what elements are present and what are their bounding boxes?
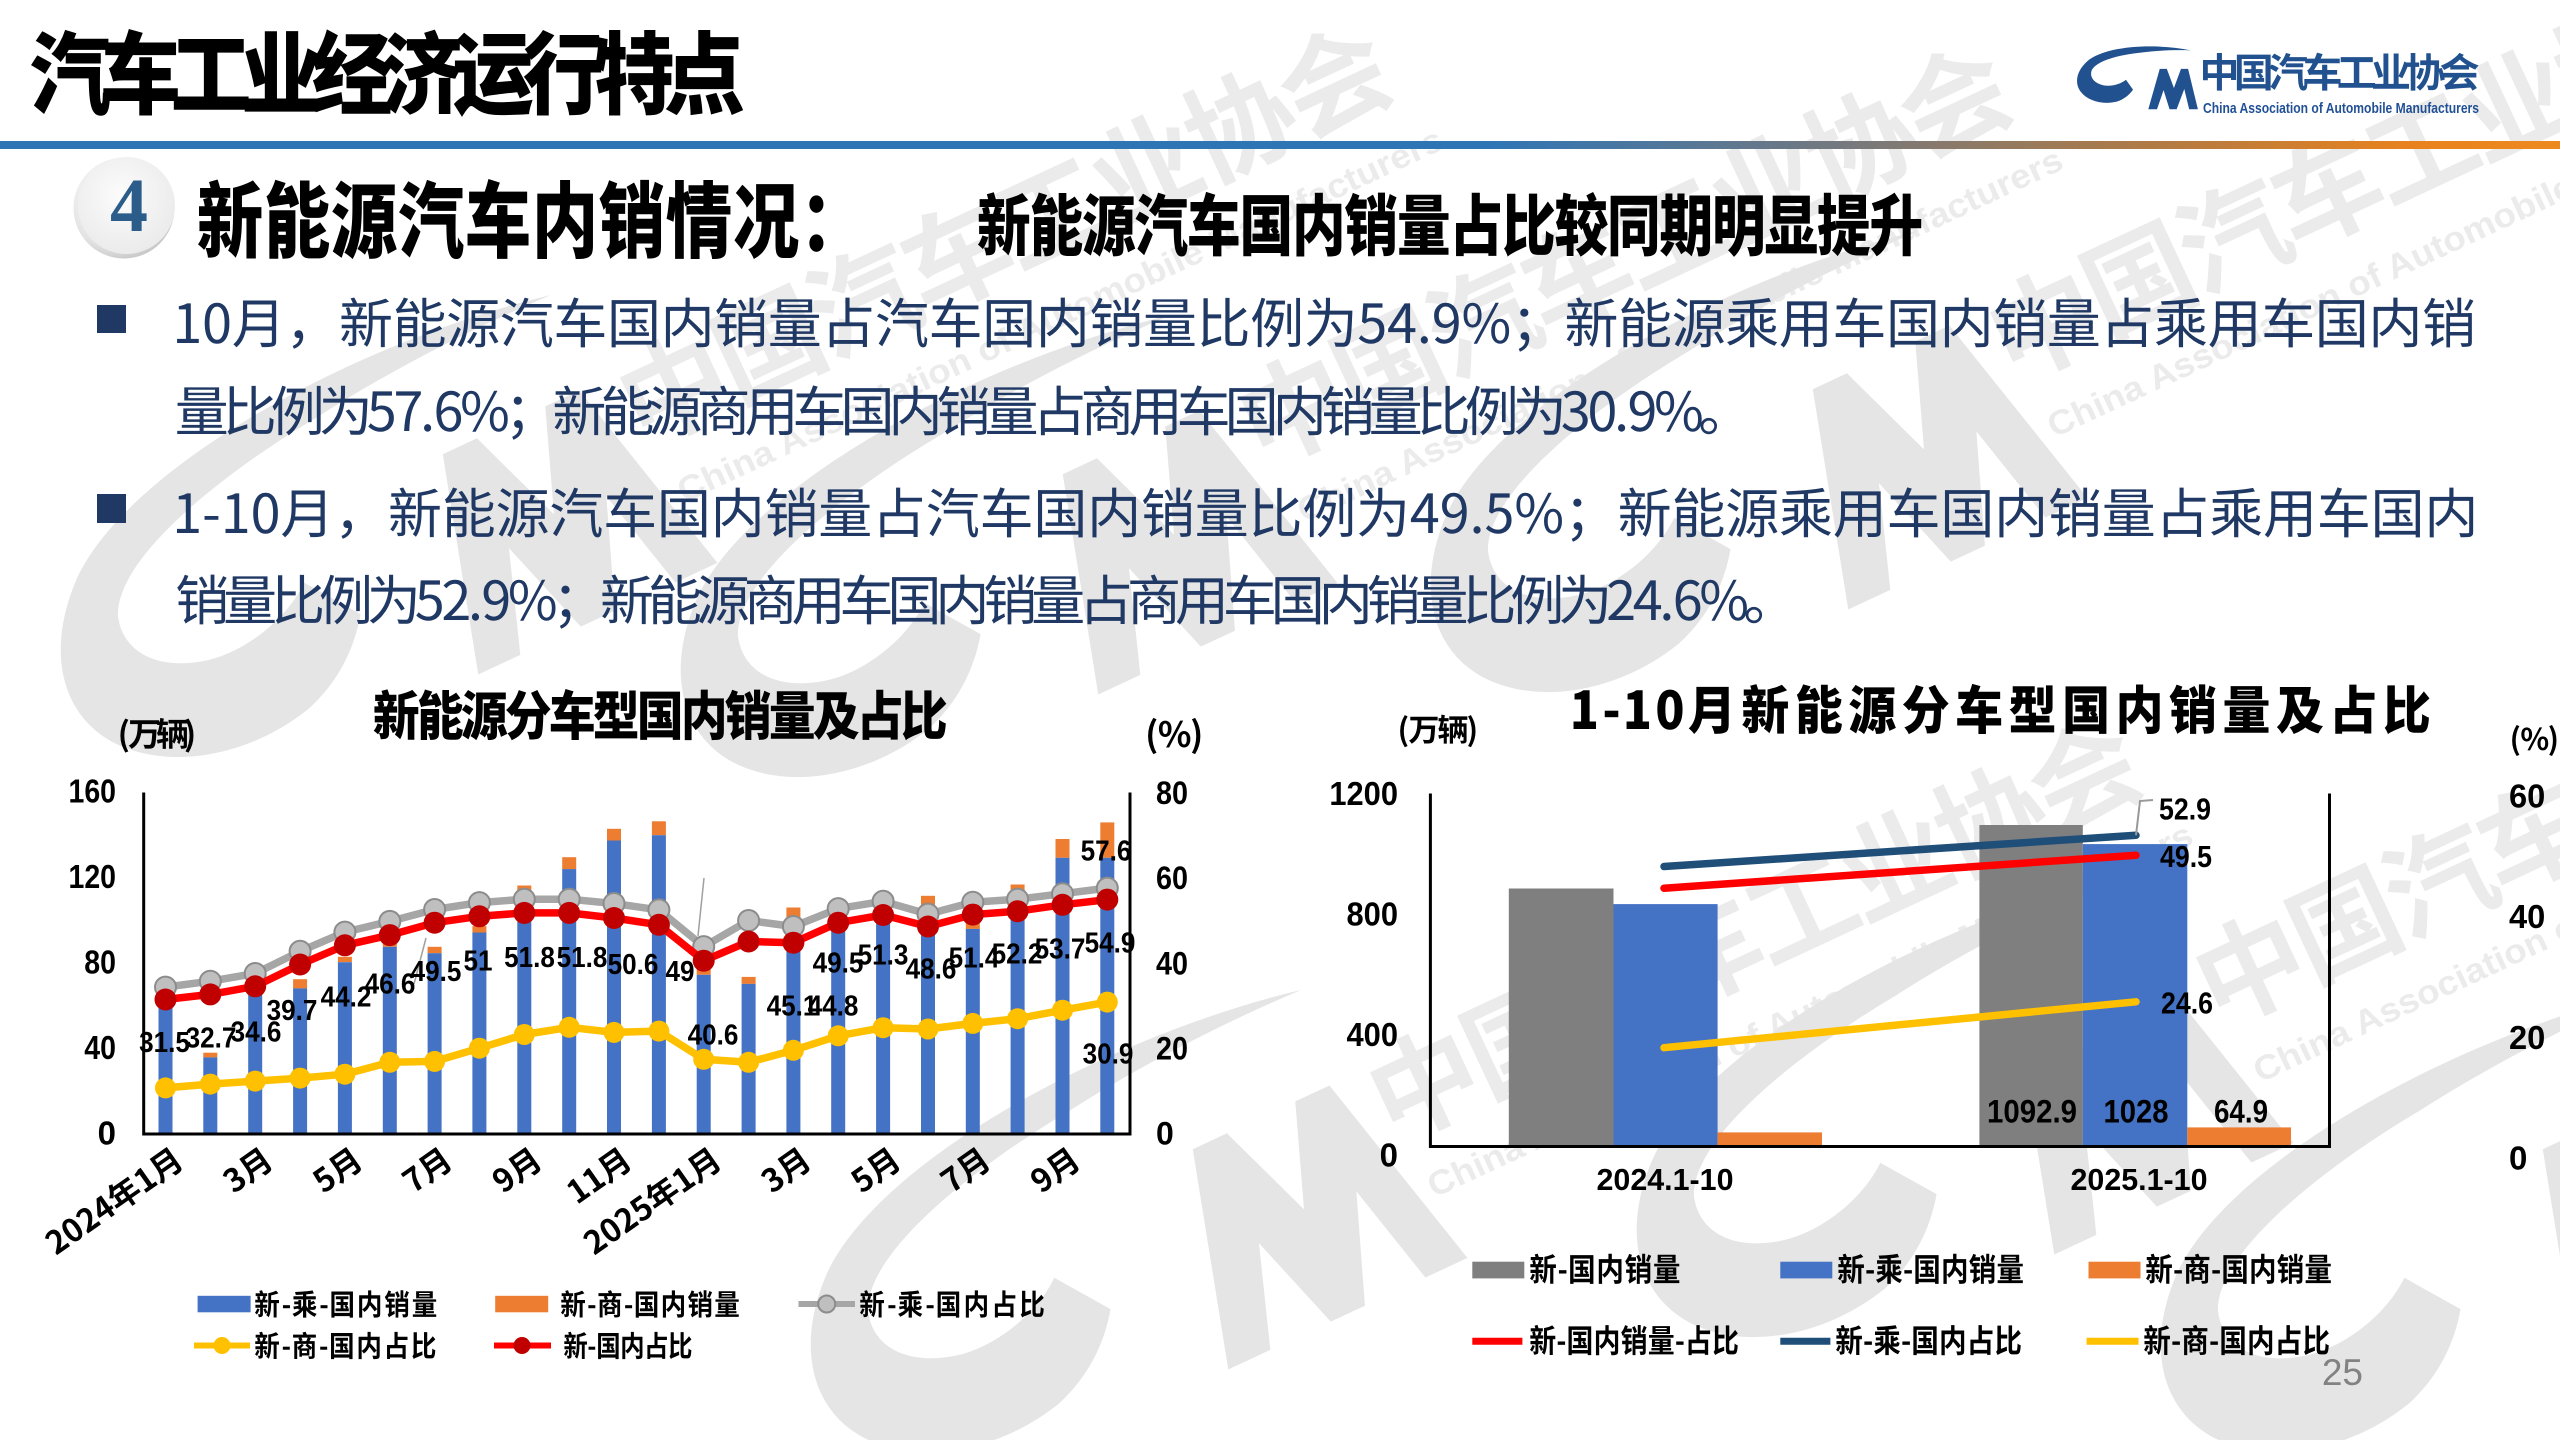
svg-text:53.7: 53.7	[1035, 934, 1086, 966]
svg-text:44.8: 44.8	[808, 991, 859, 1023]
svg-text:54.9: 54.9	[1085, 928, 1136, 960]
svg-text:20: 20	[2509, 1019, 2545, 1056]
svg-text:46.6: 46.6	[365, 969, 416, 1001]
svg-text:64.9: 64.9	[2214, 1094, 2268, 1130]
svg-text:4: 4	[110, 164, 148, 248]
svg-text:120: 120	[69, 858, 117, 895]
svg-text:0: 0	[1380, 1137, 1398, 1174]
svg-text:44.2: 44.2	[321, 982, 372, 1014]
svg-text:80: 80	[84, 944, 116, 981]
svg-text:52.2: 52.2	[992, 939, 1043, 971]
svg-text:0: 0	[1156, 1116, 1174, 1152]
svg-text:1092.9: 1092.9	[1987, 1094, 2077, 1130]
svg-text:80: 80	[1156, 775, 1188, 811]
svg-text:45.1: 45.1	[767, 991, 818, 1023]
svg-text:60: 60	[1156, 860, 1188, 896]
svg-text:0: 0	[2509, 1140, 2527, 1177]
svg-text:51.3: 51.3	[858, 940, 909, 972]
svg-text:51.8: 51.8	[504, 942, 555, 974]
svg-text:49.5: 49.5	[2160, 839, 2212, 874]
svg-text:31.5: 31.5	[139, 1027, 190, 1059]
svg-text:40: 40	[1156, 945, 1188, 981]
svg-text:57.6: 57.6	[1081, 836, 1132, 868]
svg-text:51.8: 51.8	[557, 942, 608, 974]
svg-text:49.5: 49.5	[411, 956, 462, 988]
svg-text:60: 60	[2509, 778, 2545, 815]
svg-text:25: 25	[2322, 1352, 2363, 1393]
svg-text:1200: 1200	[1329, 775, 1398, 812]
svg-text:2025.1-10: 2025.1-10	[2071, 1162, 2208, 1197]
svg-text:51.4: 51.4	[949, 943, 1000, 975]
svg-text:30.9: 30.9	[1083, 1039, 1134, 1071]
svg-text:40.6: 40.6	[688, 1020, 739, 1052]
svg-text:0: 0	[98, 1115, 116, 1152]
svg-text:China Association of Automobil: China Association of Automobile Manufact…	[2203, 101, 2479, 117]
svg-text:1028: 1028	[2104, 1094, 2169, 1130]
svg-text:49.5: 49.5	[813, 948, 864, 980]
svg-text:34.6: 34.6	[231, 1017, 282, 1049]
svg-text:800: 800	[1347, 896, 1399, 933]
svg-text:50.6: 50.6	[608, 949, 659, 981]
svg-text:2024.1-10: 2024.1-10	[1597, 1162, 1734, 1197]
svg-text:20: 20	[1156, 1030, 1188, 1066]
svg-text:39.7: 39.7	[267, 995, 318, 1027]
svg-text:24.6: 24.6	[2161, 986, 2213, 1021]
svg-text:400: 400	[1347, 1016, 1399, 1053]
svg-text:40: 40	[84, 1029, 116, 1066]
svg-text:40: 40	[2509, 898, 2545, 935]
svg-text:51: 51	[464, 946, 493, 978]
svg-text:48.6: 48.6	[906, 954, 957, 986]
svg-text:160: 160	[69, 773, 117, 810]
svg-text:52.9: 52.9	[2159, 792, 2211, 827]
svg-text:49: 49	[666, 956, 695, 988]
svg-text:32.7: 32.7	[186, 1023, 237, 1055]
